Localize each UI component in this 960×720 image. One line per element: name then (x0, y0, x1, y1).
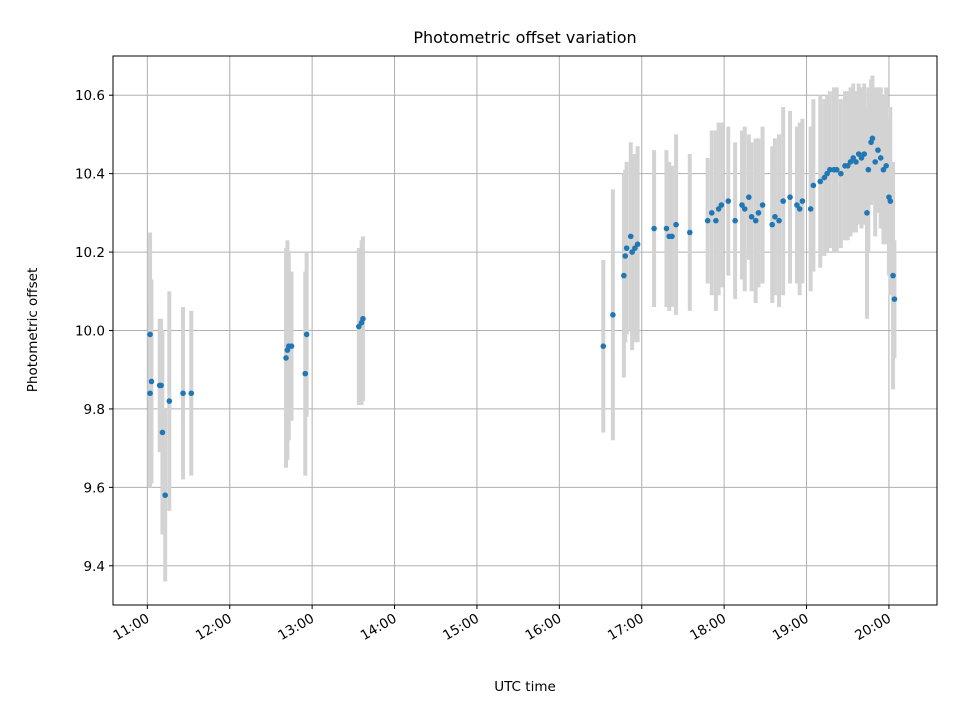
data-point (833, 166, 840, 173)
data-point (651, 225, 657, 232)
data-point (147, 390, 153, 397)
data-point (188, 390, 195, 397)
data-point (302, 370, 309, 377)
data-point (780, 198, 786, 204)
data-point (799, 198, 806, 204)
data-point (600, 343, 607, 349)
data-point (673, 221, 679, 228)
data-point (283, 355, 289, 361)
data-point (303, 331, 310, 338)
data-point (865, 166, 872, 173)
data-point (861, 151, 868, 157)
data-point (621, 272, 627, 279)
data-point (288, 343, 295, 349)
data-point (880, 166, 887, 173)
data-point (669, 233, 675, 240)
data-point (687, 229, 693, 236)
y-tick-label: 10.6 (75, 88, 105, 104)
data-point (148, 378, 155, 385)
y-tick-label: 10.4 (75, 167, 105, 183)
data-point (752, 217, 759, 224)
data-point (704, 217, 711, 224)
data-points (147, 135, 898, 499)
data-point (847, 159, 854, 165)
data-point (732, 217, 738, 224)
grid-lines (113, 56, 937, 605)
chart-title: Photometric offset variation (413, 28, 636, 47)
data-point (877, 155, 884, 161)
data-point (772, 213, 778, 220)
data-point (776, 217, 782, 224)
data-point (858, 155, 865, 161)
data-point (180, 390, 186, 397)
data-point (887, 198, 894, 204)
data-point (869, 135, 876, 142)
data-point (158, 382, 164, 389)
data-point (810, 182, 817, 189)
data-point (746, 194, 752, 200)
data-point (827, 166, 833, 173)
data-point (807, 206, 814, 212)
data-point (755, 210, 762, 216)
data-point (817, 178, 824, 185)
data-point (718, 202, 725, 208)
data-point (159, 429, 166, 436)
data-point (890, 272, 896, 279)
data-point (787, 194, 793, 200)
data-point (794, 202, 800, 208)
data-point (739, 202, 745, 208)
data-point (875, 147, 881, 153)
data-point (610, 312, 616, 318)
data-point (622, 253, 629, 259)
data-point (663, 225, 670, 232)
data-point (741, 206, 748, 212)
data-point (824, 170, 830, 177)
data-point (623, 245, 630, 251)
y-tick-label: 9.6 (84, 480, 105, 496)
data-point (759, 202, 766, 208)
data-point (844, 163, 851, 169)
data-point (708, 210, 715, 216)
data-point (838, 170, 844, 177)
x-axis-label: UTC time (494, 679, 556, 695)
data-point (634, 241, 641, 248)
data-point (796, 206, 803, 212)
data-point (162, 492, 168, 499)
y-tick-label: 10.2 (75, 245, 105, 261)
data-point (356, 323, 362, 330)
data-point (147, 331, 153, 338)
data-point (872, 159, 878, 165)
data-point (632, 245, 638, 251)
data-point (821, 174, 828, 181)
data-point (864, 210, 870, 216)
data-point (629, 249, 635, 255)
data-point (853, 159, 859, 165)
data-point (891, 296, 898, 302)
y-axis-label: Photometric offset (25, 268, 41, 392)
data-point (725, 198, 732, 204)
data-point (769, 221, 775, 228)
y-tick-label: 9.8 (84, 402, 105, 418)
data-point (627, 233, 634, 240)
y-tick-label: 9.4 (84, 559, 105, 575)
data-point (855, 151, 862, 157)
data-point (883, 163, 889, 169)
data-point (850, 155, 857, 161)
data-point (713, 217, 719, 224)
y-tick-label: 10.0 (75, 324, 105, 340)
data-point (360, 315, 366, 322)
data-point (748, 213, 755, 220)
data-point (166, 398, 173, 404)
data-point (715, 206, 722, 212)
